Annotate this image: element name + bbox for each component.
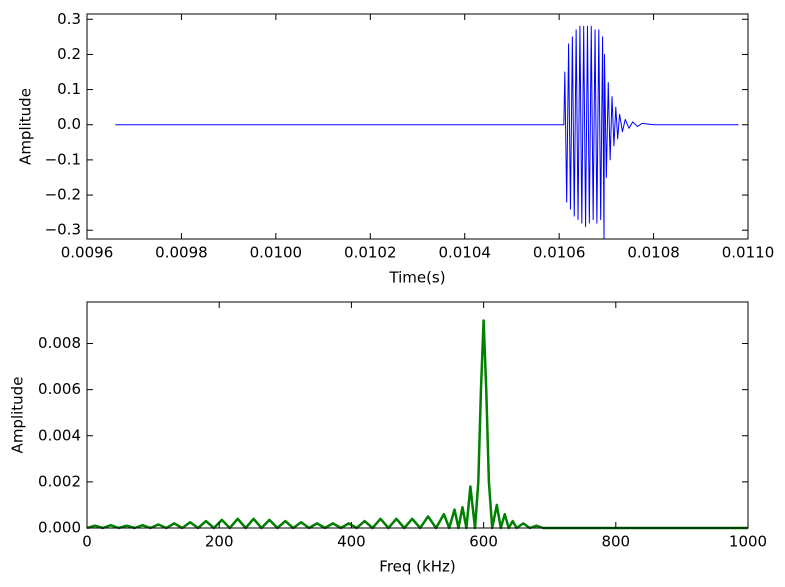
x-tick-label: 0.0104 — [438, 244, 491, 262]
x-tick-label: 600 — [469, 533, 498, 551]
x-tick-label: 0.0108 — [627, 244, 680, 262]
x-tick-label: 0.0106 — [533, 244, 586, 262]
x-axis-label: Freq (kHz) — [379, 558, 455, 576]
y-tick-label: −0.3 — [45, 221, 81, 239]
plot-frame — [86, 13, 749, 240]
data-line — [115, 25, 739, 240]
y-tick-label: 0.1 — [57, 80, 81, 98]
y-tick-label: 0.000 — [38, 519, 81, 537]
x-axis-label: Time(s) — [388, 269, 445, 287]
y-tick-label: 0.0 — [57, 115, 81, 133]
x-tick-label: 0.0096 — [61, 244, 114, 262]
y-tick-label: 0.3 — [57, 10, 81, 28]
x-tick-label: 1000 — [729, 533, 767, 551]
x-tick-label: 0.0102 — [344, 244, 397, 262]
y-tick-label: 0.2 — [57, 45, 81, 63]
x-tick-label: 200 — [205, 533, 234, 551]
y-tick-label: −0.1 — [45, 150, 81, 168]
y-tick-label: 0.006 — [38, 380, 81, 398]
y-tick-label: 0.008 — [38, 334, 81, 352]
y-tick-label: 0.004 — [38, 426, 81, 444]
x-tick-label: 800 — [601, 533, 630, 551]
plot-frame — [86, 301, 749, 529]
x-tick-label: 400 — [337, 533, 366, 551]
y-axis-label: Amplitude — [17, 88, 35, 165]
y-tick-label: 0.002 — [38, 472, 81, 490]
x-tick-label: 0 — [82, 533, 92, 551]
y-axis-label: Amplitude — [9, 377, 27, 454]
x-tick-label: 0.0100 — [250, 244, 303, 262]
y-tick-label: −0.2 — [45, 186, 81, 204]
x-tick-label: 0.0098 — [155, 244, 208, 262]
data-line — [86, 319, 748, 530]
x-tick-label: 0.0110 — [722, 244, 775, 262]
